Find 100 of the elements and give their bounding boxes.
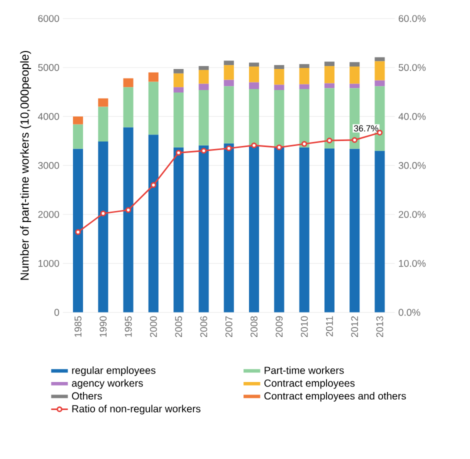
bar — [123, 127, 134, 312]
y2-tick-label: 0.0% — [398, 309, 420, 316]
legend-label: regular employees — [72, 366, 156, 376]
bar — [248, 66, 260, 82]
bar — [198, 145, 209, 312]
y2-tick-label: 10.0% — [399, 260, 426, 267]
bar — [224, 86, 234, 144]
bar — [198, 66, 209, 70]
x-tick-label: 2011 — [326, 316, 333, 336]
x-tick-label: 2009 — [276, 316, 283, 338]
x-tick-label: 2013 — [376, 316, 384, 338]
legend-label: Part-time workers — [264, 366, 344, 374]
bar — [224, 144, 234, 312]
bar — [148, 72, 158, 82]
data-label: 36.7% — [354, 125, 378, 132]
bar — [98, 98, 108, 107]
bar — [324, 83, 334, 88]
bar — [299, 89, 310, 148]
bar — [324, 148, 334, 312]
bar — [174, 73, 184, 88]
point — [176, 150, 182, 156]
bar — [174, 147, 184, 312]
bar — [224, 65, 234, 80]
point — [125, 207, 132, 214]
bar — [299, 64, 310, 68]
x-tick-label: 1995 — [124, 316, 132, 337]
bar — [374, 57, 385, 62]
bar — [274, 65, 284, 70]
bar — [248, 145, 260, 312]
point — [200, 148, 207, 154]
x-tick-label: 2000 — [150, 316, 157, 338]
y2-tick-label: 50.0% — [398, 64, 426, 72]
bar — [224, 80, 234, 86]
legend-label: Others — [72, 392, 102, 400]
point — [326, 138, 332, 144]
bar — [350, 148, 360, 312]
point — [352, 137, 358, 143]
bar — [274, 90, 284, 146]
y-tick-label: 0 — [54, 309, 60, 316]
bar — [198, 90, 209, 146]
y-tick-label: 5000 — [38, 64, 60, 72]
y-tick-label: 3000 — [38, 162, 60, 170]
x-tick-label: 2005 — [175, 316, 182, 338]
bar — [98, 106, 108, 142]
y-tick-label: 1000 — [38, 260, 60, 267]
legend-label: Ratio of non-regular workers — [72, 404, 200, 414]
bar — [274, 69, 284, 85]
x-tick-label: 1985 — [74, 316, 82, 337]
bar — [123, 78, 134, 88]
bar — [198, 70, 209, 84]
legend-label: Contract employees — [264, 379, 355, 389]
bar — [248, 89, 260, 146]
bar — [248, 62, 260, 67]
bar — [350, 66, 360, 84]
point — [301, 141, 308, 147]
y-tick-label: 2000 — [38, 211, 60, 218]
bar — [72, 124, 84, 149]
bar — [72, 148, 84, 312]
legend-label: agency workers — [72, 379, 143, 389]
bar — [299, 147, 310, 312]
bar — [324, 62, 334, 66]
bar — [274, 146, 284, 312]
y-axis-title: Number of part-time workers (10,000people) — [20, 51, 32, 280]
y-tick-label: 6000 — [38, 15, 60, 22]
y2-tick-label: 20.0% — [398, 211, 426, 218]
y2-tick-label: 60.0% — [398, 15, 426, 22]
bar — [198, 84, 209, 90]
point — [75, 229, 81, 236]
bar — [98, 142, 108, 312]
x-tick-label: 2007 — [225, 316, 232, 338]
bar — [350, 62, 360, 67]
bar — [174, 92, 184, 148]
x-tick-label: 1990 — [100, 316, 107, 337]
x-tick-label: 2010 — [300, 316, 308, 338]
bar — [274, 84, 284, 90]
bar — [324, 88, 334, 148]
x-tick-label: 2006 — [200, 316, 208, 338]
point — [226, 146, 232, 152]
bar — [224, 60, 234, 66]
y2-tick-label: 30.0% — [398, 162, 426, 170]
bar — [148, 82, 158, 135]
point — [150, 182, 156, 188]
bar — [174, 69, 184, 74]
bar — [174, 87, 184, 93]
legend-label: Contract employees and others — [264, 392, 406, 402]
bar — [374, 61, 385, 80]
bar — [72, 116, 84, 124]
x-tick-label: 2008 — [250, 316, 258, 338]
point — [276, 144, 282, 150]
bar — [350, 84, 360, 88]
bar — [248, 82, 260, 90]
bar — [324, 66, 334, 84]
y-tick-label: 4000 — [38, 113, 60, 120]
point — [251, 142, 257, 148]
x-tick-label: 2012 — [351, 316, 358, 338]
bar — [374, 150, 385, 312]
bar — [374, 80, 385, 86]
y2-tick-label: 40.0% — [398, 113, 426, 120]
bar — [299, 84, 310, 90]
point — [100, 210, 106, 216]
